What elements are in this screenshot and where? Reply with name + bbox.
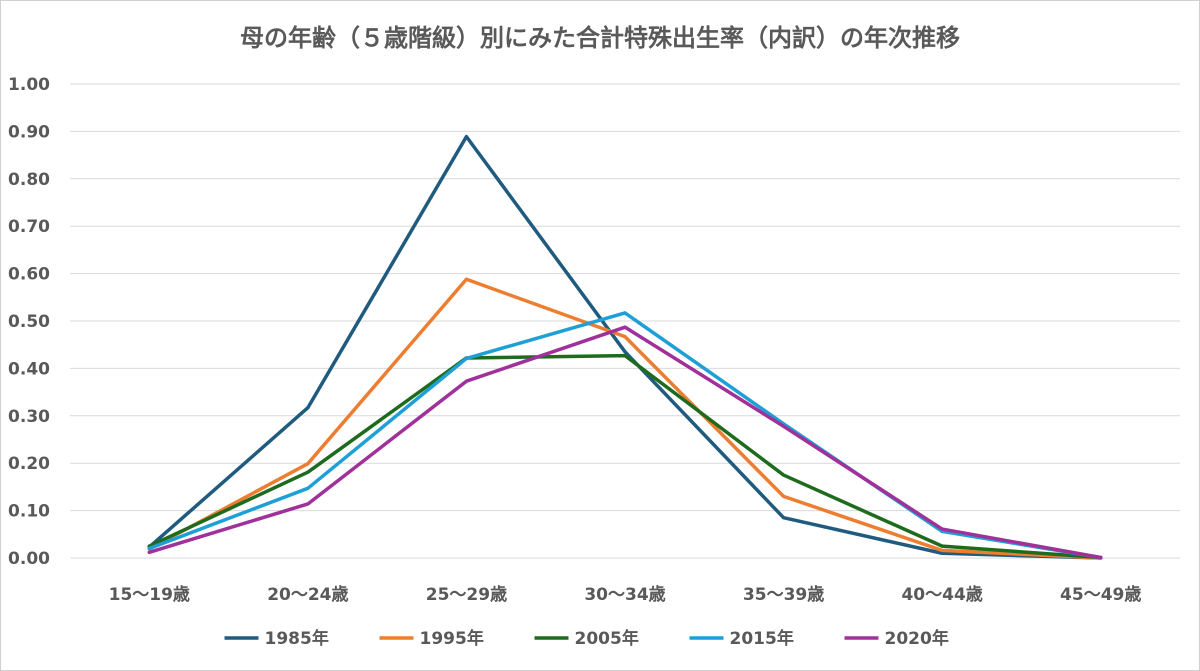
data-point <box>782 494 786 498</box>
y-axis-ticks: 0.00 0.10 0.20 0.30 0.40 0.50 0.60 0.70 0.80 0.90… <box>8 75 50 569</box>
data-point <box>782 516 786 520</box>
data-point <box>1099 556 1103 560</box>
x-tick-label: 15〜19歳 <box>109 584 190 605</box>
y-tick-label: 0.20 <box>8 454 50 474</box>
x-tick-label: 45〜49歳 <box>1060 584 1141 605</box>
data-point <box>782 473 786 477</box>
data-point <box>782 424 786 428</box>
data-point <box>306 462 310 466</box>
data-point <box>306 470 310 474</box>
data-point <box>147 547 151 551</box>
legend-label: 1995年 <box>420 628 484 649</box>
data-point <box>940 527 944 531</box>
data-point <box>147 550 151 554</box>
data-point <box>623 350 627 354</box>
y-tick-label: 0.40 <box>8 359 50 379</box>
chart-title: 母の年齢（５歳階級）別にみた合計特殊出生率（内訳）の年次推移 <box>240 24 960 52</box>
data-point <box>306 406 310 410</box>
gridlines <box>70 83 1180 559</box>
data-point <box>464 379 468 383</box>
data-point <box>464 135 468 139</box>
data-point <box>464 356 468 360</box>
y-tick-label: 0.50 <box>8 312 50 332</box>
y-tick-label: 0.30 <box>8 407 50 427</box>
series-line-4 <box>147 325 1103 560</box>
data-point <box>623 325 627 329</box>
series-lines <box>147 134 1103 560</box>
y-tick-label: 0.90 <box>8 122 50 142</box>
data-point <box>623 311 627 315</box>
y-tick-label: 0.10 <box>8 502 50 522</box>
legend-label: 2020年 <box>885 628 949 649</box>
x-axis-ticks: 15〜19歳 20〜24歳 25〜29歳 30〜34歳 35〜39歳 40〜44歳 45〜4… <box>109 584 1142 605</box>
y-tick-label: 0.80 <box>8 170 50 190</box>
legend: 1985年 1995年 2005年 2015年 2020年 <box>224 628 949 649</box>
x-tick-label: 40〜44歳 <box>901 584 982 605</box>
y-tick-label: 0.00 <box>8 549 50 569</box>
legend-label: 2005年 <box>575 628 639 649</box>
y-tick-label: 1.00 <box>8 75 50 95</box>
x-tick-label: 30〜34歳 <box>584 584 665 605</box>
data-point <box>623 335 627 339</box>
data-point <box>306 502 310 506</box>
x-tick-label: 20〜24歳 <box>267 584 348 605</box>
data-point <box>306 486 310 490</box>
data-point <box>940 548 944 552</box>
x-tick-label: 35〜39歳 <box>743 584 824 605</box>
x-tick-label: 25〜29歳 <box>426 584 507 605</box>
legend-label: 1985年 <box>265 628 329 649</box>
series-line-2 <box>147 353 1103 560</box>
data-point <box>464 277 468 281</box>
legend-label: 2015年 <box>730 628 794 649</box>
y-tick-label: 0.60 <box>8 265 50 285</box>
data-point <box>940 544 944 548</box>
y-tick-label: 0.70 <box>8 217 50 237</box>
data-point <box>623 354 627 358</box>
data-point <box>940 551 944 555</box>
